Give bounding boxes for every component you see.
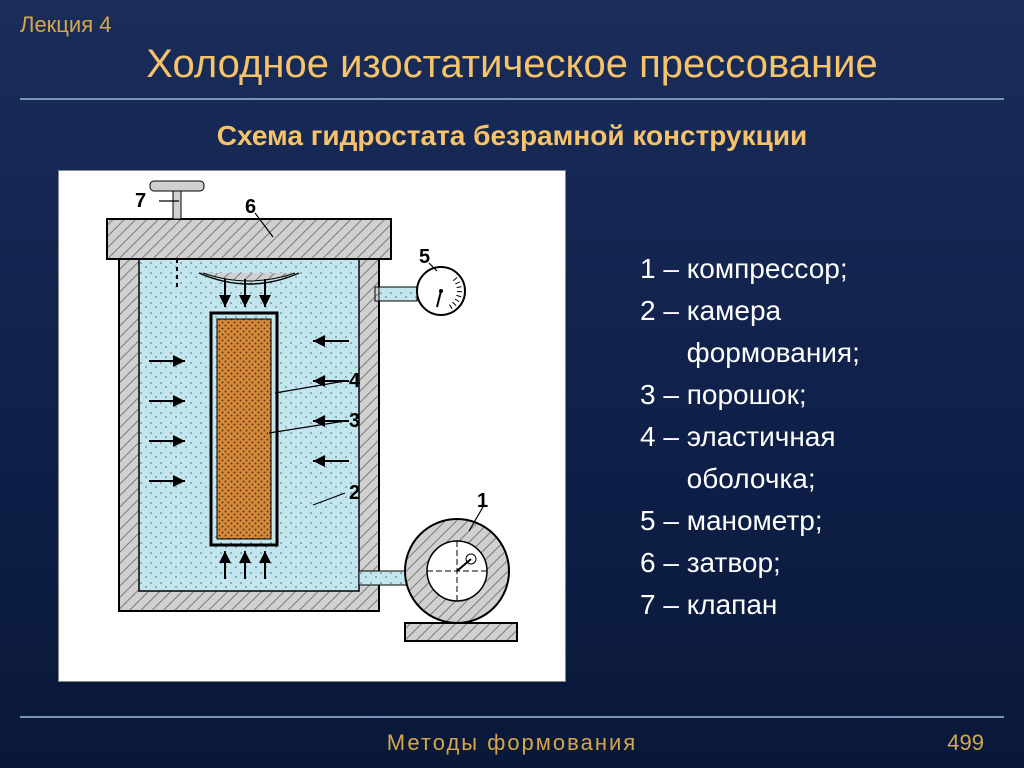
- svg-text:3: 3: [349, 410, 360, 432]
- diagram-svg: 7 6 5 4 3 2 1: [59, 171, 565, 681]
- footer-text: Методы формования: [0, 730, 1024, 756]
- legend: 1 – компрессор;2 – камера формования;3 –…: [640, 248, 860, 626]
- svg-text:4: 4: [349, 370, 361, 392]
- legend-item: 1 – компрессор;: [640, 248, 860, 290]
- legend-item: 2 – камера: [640, 290, 860, 332]
- svg-text:2: 2: [349, 482, 360, 504]
- svg-text:6: 6: [245, 196, 256, 218]
- slide: Лекция 4 Холодное изостатическое прессов…: [0, 0, 1024, 768]
- page-title: Холодное изостатическое прессование: [0, 42, 1024, 87]
- divider-bottom: [20, 716, 1004, 718]
- svg-text:5: 5: [419, 246, 430, 268]
- legend-item: 4 – эластичная: [640, 416, 860, 458]
- legend-item: 6 – затвор;: [640, 542, 860, 584]
- lecture-label: Лекция 4: [20, 12, 111, 38]
- diagram-panel: 7 6 5 4 3 2 1: [58, 170, 566, 682]
- divider-top: [20, 98, 1004, 100]
- legend-item: 7 – клапан: [640, 584, 860, 626]
- subtitle: Схема гидростата безрамной конструкции: [0, 120, 1024, 152]
- svg-text:7: 7: [135, 190, 146, 212]
- page-number: 499: [947, 730, 984, 756]
- svg-text:1: 1: [477, 490, 488, 512]
- legend-item-cont: формования;: [640, 332, 860, 374]
- legend-item-cont: оболочка;: [640, 458, 860, 500]
- legend-item: 3 – порошок;: [640, 374, 860, 416]
- legend-item: 5 – манометр;: [640, 500, 860, 542]
